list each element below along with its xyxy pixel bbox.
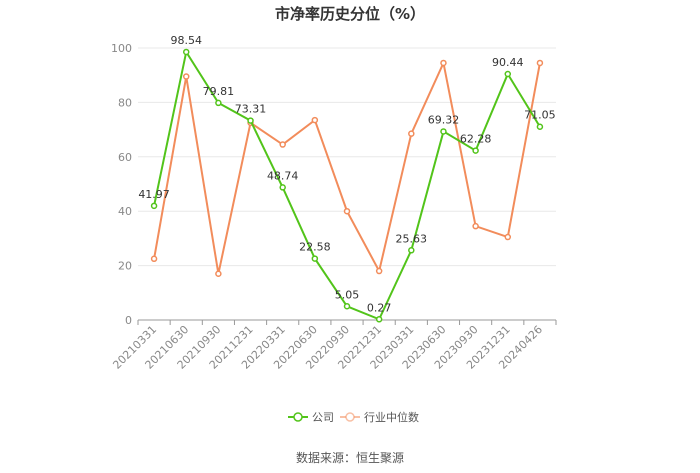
data-label: 0.27 <box>367 301 392 314</box>
chart-title: 市净率历史分位（%） <box>275 5 425 23</box>
data-point <box>536 59 544 67</box>
data-label: 71.05 <box>524 109 556 122</box>
data-label: 73.31 <box>235 103 267 116</box>
series <box>150 48 544 323</box>
data-point <box>504 70 512 78</box>
data-point <box>375 316 383 323</box>
data-label: 98.54 <box>170 34 202 47</box>
y-tick-label: 40 <box>118 205 132 218</box>
data-point <box>472 222 479 230</box>
data-point <box>150 255 158 263</box>
y-tick-label: 60 <box>118 151 132 164</box>
data-label: 22.58 <box>299 241 331 254</box>
legend-label: 公司 <box>312 411 334 424</box>
y-tick-label: 100 <box>111 42 132 55</box>
data-point <box>408 130 415 137</box>
data-point <box>536 123 544 130</box>
data-label: 41.97 <box>138 188 170 201</box>
data-point <box>311 116 319 124</box>
y-tick-label: 20 <box>118 260 132 273</box>
data-point <box>311 255 319 262</box>
legend-label: 行业中位数 <box>364 410 419 424</box>
data-point <box>472 147 479 154</box>
source-note: 数据来源：恒生聚源 <box>296 450 404 465</box>
data-point <box>343 207 351 215</box>
data-point <box>440 128 447 135</box>
data-point <box>504 233 512 241</box>
legend-item[interactable]: 公司 <box>288 411 334 424</box>
data-label: 69.32 <box>428 113 460 126</box>
data-label: 79.81 <box>203 85 235 98</box>
data-label: 90.44 <box>492 56 524 69</box>
legend-marker <box>293 412 303 422</box>
legend[interactable]: 公司 行业中位数 <box>288 410 419 424</box>
data-point <box>182 48 190 56</box>
data-point <box>215 99 222 107</box>
data-label: 25.63 <box>396 232 428 245</box>
data-point <box>182 73 190 80</box>
y-tick-label: 80 <box>118 96 132 109</box>
data-point <box>440 59 447 67</box>
data-point <box>150 202 158 210</box>
legend-marker <box>345 412 355 422</box>
legend-item[interactable]: 行业中位数 <box>340 410 419 424</box>
data-point <box>375 267 383 275</box>
data-point <box>279 141 286 148</box>
data-label: 48.74 <box>267 169 299 182</box>
data-label: 62.28 <box>460 133 492 146</box>
data-point <box>279 184 286 191</box>
data-point <box>408 247 415 254</box>
data-point <box>247 117 254 124</box>
data-point <box>343 303 351 310</box>
data-label: 5.05 <box>335 288 360 301</box>
data-point <box>215 270 222 278</box>
y-tick-label: 0 <box>125 314 132 327</box>
